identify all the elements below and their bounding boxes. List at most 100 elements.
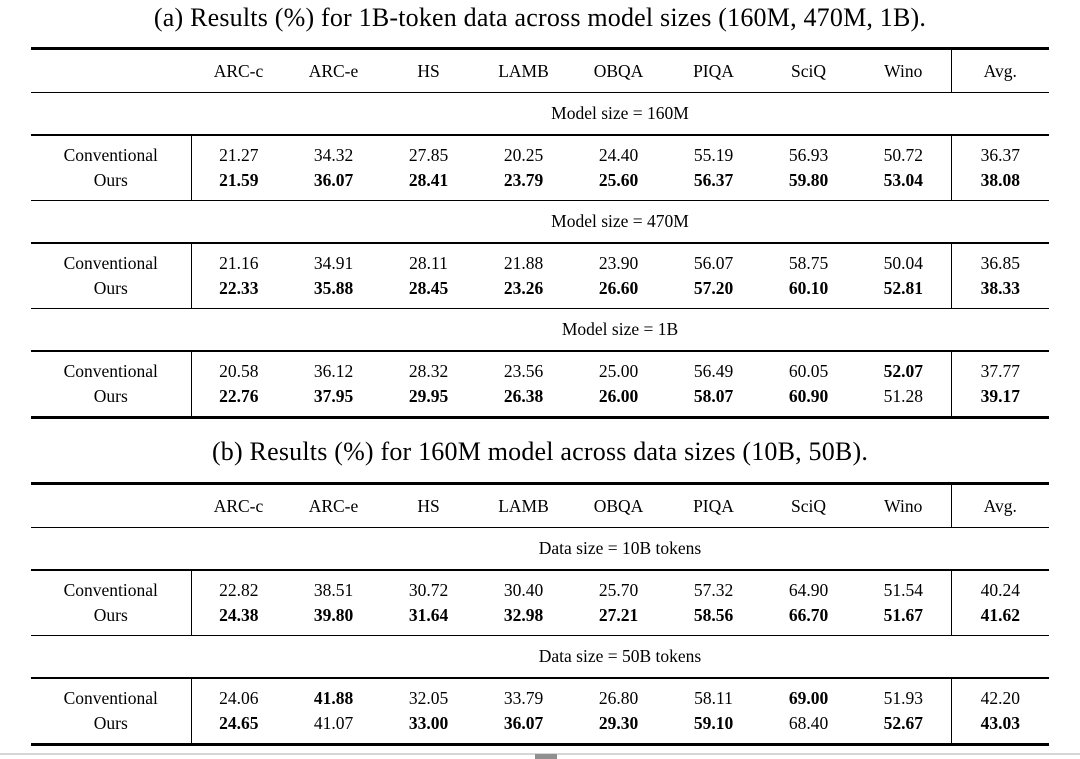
- value-cell: 28.32: [408, 361, 449, 381]
- value-cell: 30.72: [408, 580, 449, 600]
- value-cell: 20.58: [219, 361, 259, 381]
- value-cell: 38.51: [313, 580, 354, 600]
- value-cell: 23.26: [476, 276, 571, 309]
- data-row: Conventional 21.27 34.32 27.85 20.25 24.40 55.…: [31, 135, 1049, 168]
- value-cell: 64.90: [788, 580, 829, 600]
- row-label: Conventional: [31, 135, 192, 168]
- results-table-b: ARC-c ARC-e HS LAMB OBQA PIQA SciQ Wino Avg. Data…: [31, 482, 1049, 746]
- data-row: Ours 22.76 37.95 29.95 26.38 26.00 58.07 60.90 5…: [31, 384, 1049, 418]
- value-cell: 22.76: [191, 384, 286, 418]
- row-label: Ours: [31, 603, 192, 636]
- column-header: Wino: [856, 483, 951, 528]
- column-header-row: ARC-c ARC-e HS LAMB OBQA PIQA SciQ Wino Avg.: [31, 483, 1049, 528]
- section-band-row: Model size = 470M: [31, 200, 1049, 244]
- column-header: Wino: [856, 48, 951, 93]
- value-cell: 36.37: [950, 135, 1049, 168]
- value-cell: 66.70: [761, 603, 856, 636]
- band-spacer: [31, 200, 191, 244]
- value-cell: 21.59: [191, 168, 286, 201]
- band-spacer: [31, 635, 191, 679]
- value-cell: 25.60: [571, 168, 666, 201]
- value-cell: 23.56: [503, 361, 544, 381]
- value-cell: 26.60: [571, 276, 666, 309]
- value-cell: 36.07: [286, 168, 381, 201]
- column-header: Avg.: [950, 48, 1049, 93]
- data-row: Ours 22.33 35.88 28.45 23.26 26.60 57.20 60.10 5…: [31, 276, 1049, 309]
- column-header: HS: [381, 48, 476, 93]
- value-cell: 36.12: [313, 361, 354, 381]
- column-header-row: ARC-c ARC-e HS LAMB OBQA PIQA SciQ Wino Avg.: [31, 48, 1049, 93]
- data-row: Conventional 20.58 36.12 28.32 23.56 25.00 56.…: [31, 351, 1049, 384]
- section-band-row: Model size = 160M: [31, 92, 1049, 136]
- column-header: PIQA: [666, 483, 761, 528]
- data-row: Ours 24.38 39.80 31.64 32.98 27.21 58.56 66.70 5…: [31, 603, 1049, 636]
- value-cell: 52.07: [883, 361, 923, 381]
- value-cell: 33.79: [503, 688, 544, 708]
- row-label: Conventional: [31, 243, 192, 276]
- value-cell: 55.19: [693, 145, 734, 165]
- band-spacer: [31, 308, 191, 352]
- value-cell: 56.93: [788, 145, 829, 165]
- value-cell: 58.07: [666, 384, 761, 418]
- value-cell: 32.98: [476, 603, 571, 636]
- section-band-row: Data size = 10B tokens: [31, 527, 1049, 571]
- value-cell: 56.07: [693, 253, 734, 273]
- value-cell: 28.45: [381, 276, 476, 309]
- value-cell: 51.93: [883, 688, 923, 708]
- data-row: Conventional 21.16 34.91 28.11 21.88 23.90 56.…: [31, 243, 1049, 276]
- value-cell: 28.41: [381, 168, 476, 201]
- section-label: Model size = 160M: [191, 92, 1049, 136]
- value-cell: 51.67: [856, 603, 951, 636]
- value-cell: 24.06: [219, 688, 259, 708]
- value-cell: 60.10: [761, 276, 856, 309]
- value-cell: 32.05: [408, 688, 449, 708]
- value-cell: 21.27: [219, 145, 259, 165]
- value-cell: 39.80: [286, 603, 381, 636]
- column-header: OBQA: [571, 48, 666, 93]
- value-cell: 57.32: [693, 580, 734, 600]
- value-cell: 36.07: [476, 711, 571, 745]
- data-row: Conventional 22.82 38.51 30.72 30.40 25.70 57.…: [31, 570, 1049, 603]
- value-cell: 56.37: [666, 168, 761, 201]
- value-cell: 40.24: [950, 570, 1049, 603]
- row-label: Conventional: [31, 678, 192, 711]
- value-cell: 59.80: [761, 168, 856, 201]
- value-cell: 43.03: [950, 711, 1049, 745]
- value-cell: 56.49: [693, 361, 734, 381]
- section-band-row: Model size = 1B: [31, 308, 1049, 352]
- value-cell: 27.85: [408, 145, 449, 165]
- value-cell: 51.28: [856, 384, 951, 418]
- value-cell: 59.10: [666, 711, 761, 745]
- section-label: Model size = 470M: [191, 200, 1049, 244]
- row-label: Ours: [31, 276, 192, 309]
- value-cell: 68.40: [761, 711, 856, 745]
- value-cell: 34.91: [313, 253, 354, 273]
- value-cell: 29.95: [381, 384, 476, 418]
- value-cell: 37.77: [950, 351, 1049, 384]
- cropped-content-fragment: [535, 754, 557, 759]
- value-cell: 38.08: [950, 168, 1049, 201]
- value-cell: 58.56: [666, 603, 761, 636]
- value-cell: 58.75: [788, 253, 829, 273]
- value-cell: 30.40: [503, 580, 544, 600]
- value-cell: 42.20: [950, 678, 1049, 711]
- value-cell: 21.16: [219, 253, 259, 273]
- value-cell: 24.38: [191, 603, 286, 636]
- row-label: Conventional: [31, 570, 192, 603]
- column-header: Avg.: [950, 483, 1049, 528]
- data-row: Ours 21.59 36.07 28.41 23.79 25.60 56.37 59.80 5…: [31, 168, 1049, 201]
- value-cell: 51.54: [883, 580, 923, 600]
- value-cell: 37.95: [286, 384, 381, 418]
- value-cell: 24.40: [598, 145, 639, 165]
- value-cell: 50.04: [883, 253, 923, 273]
- band-spacer: [31, 527, 191, 571]
- results-table-a: ARC-c ARC-e HS LAMB OBQA PIQA SciQ Wino Avg. Mode…: [31, 47, 1049, 419]
- value-cell: 25.00: [598, 361, 639, 381]
- column-header: ARC-e: [286, 48, 381, 93]
- value-cell: 20.25: [503, 145, 544, 165]
- value-cell: 52.81: [856, 276, 951, 309]
- value-cell: 33.00: [381, 711, 476, 745]
- section-band-row: Data size = 50B tokens: [31, 635, 1049, 679]
- value-cell: 41.07: [286, 711, 381, 745]
- value-cell: 26.00: [571, 384, 666, 418]
